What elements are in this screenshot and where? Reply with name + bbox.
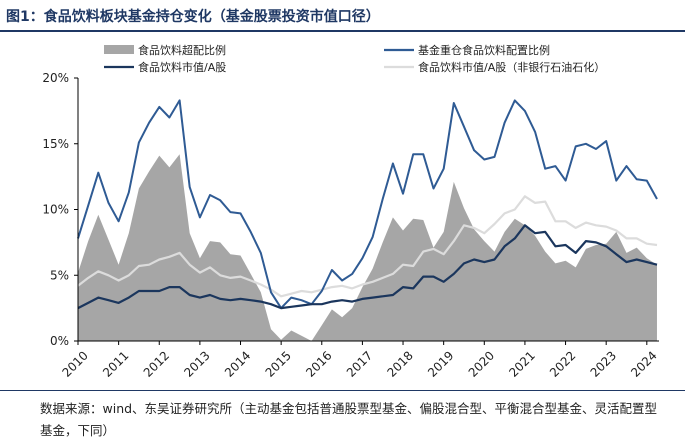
title-rule	[0, 30, 685, 32]
x-tick-label: 2010	[59, 348, 90, 379]
y-tick-label: 15%	[42, 137, 69, 151]
series-market-cap-ex-line	[77, 195, 658, 298]
chart: 0% 5% 10% 15% 20% 2010 2011 2012 2013 2014 2015 201…	[42, 43, 659, 380]
series-overweight-area	[78, 154, 657, 341]
legend-market-cap-ex-label: 食品饮料市值/A股（非银行石油石化）	[418, 60, 605, 74]
x-tick-label: 2023	[588, 348, 619, 379]
source-note: 数据来源：wind、东吴证券研究所（主动基金包括普通股票型基金、偏股混合型、平衡…	[40, 401, 658, 438]
x-tick-label: 2014	[222, 348, 253, 379]
y-tick-label: 10%	[42, 203, 69, 217]
series-market-cap-line	[77, 224, 658, 310]
x-tick-label: 2016	[303, 348, 334, 379]
figure-title: 图1：食品饮料板块基金持仓变化（基金股票投资市值口径）	[6, 9, 380, 25]
legend-fund-allocation-label: 基金重仓食品饮料配置比例	[418, 43, 550, 57]
x-tick-label: 2011	[100, 348, 131, 379]
x-tick-label: 2017	[344, 348, 375, 379]
x-tick-label: 2013	[181, 348, 212, 379]
x-tick-label: 2019	[425, 348, 456, 379]
series-fund-allocation-line	[77, 99, 658, 310]
x-tick-label: 2020	[466, 348, 497, 379]
y-tick-label: 0%	[50, 334, 69, 348]
x-tick-label: 2012	[141, 348, 172, 379]
x-tick-label: 2015	[263, 348, 294, 379]
x-tick-label: 2021	[506, 348, 537, 379]
legend-market-cap-label: 食品饮料市值/A股	[138, 60, 226, 74]
x-tick-label: 2024	[628, 348, 659, 379]
x-tick-label: 2022	[547, 348, 578, 379]
y-tick-label: 5%	[50, 268, 69, 282]
legend-overweight-label: 食品饮料超配比例	[138, 43, 226, 57]
legend-overweight-swatch	[104, 45, 134, 54]
y-tick-label: 20%	[42, 71, 69, 85]
source-rule	[0, 390, 685, 391]
x-tick-label: 2018	[384, 348, 415, 379]
plot-area	[77, 99, 658, 341]
